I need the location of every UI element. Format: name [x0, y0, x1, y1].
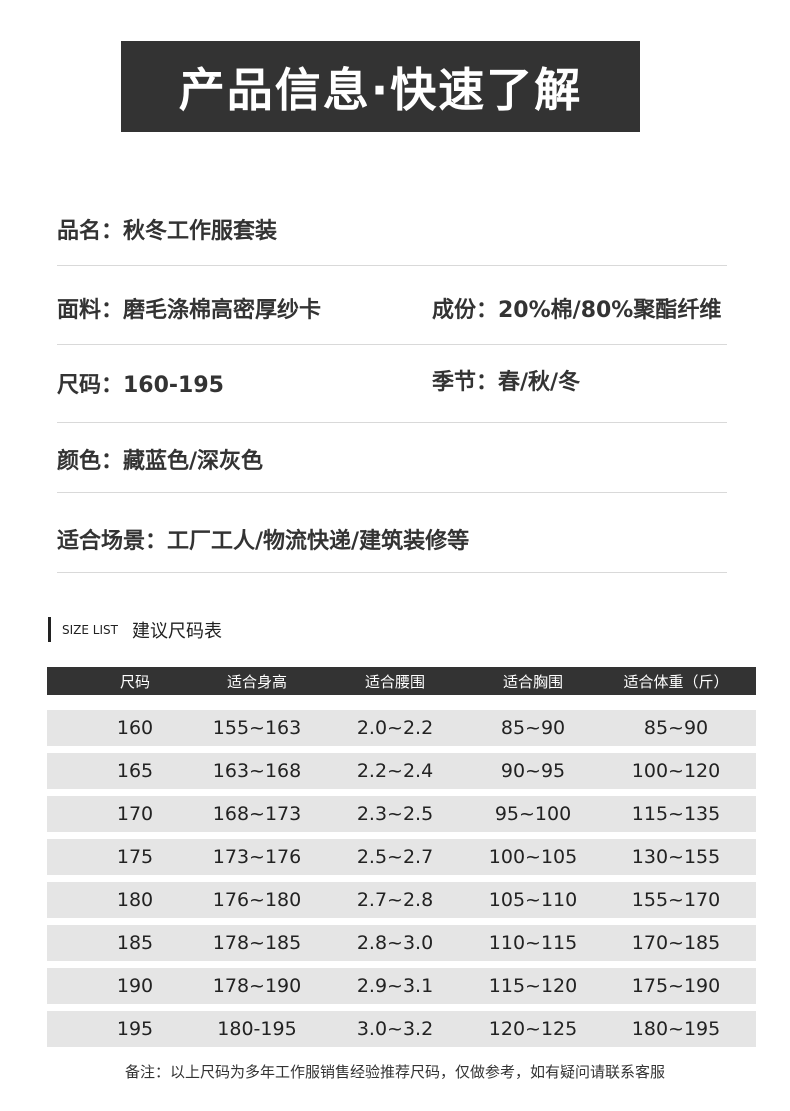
table-cell: 190: [116, 975, 154, 997]
table-cell: 120~125: [488, 1018, 578, 1040]
composition: 成份：20%棉/80%聚酯纤维: [432, 298, 722, 323]
table-cell: 180: [116, 889, 154, 911]
heading-cn: 建议尺码表: [131, 620, 222, 642]
fabric: 面料：磨毛涤棉高密厚纱卡: [57, 298, 322, 323]
table-cell: 2.5~2.7: [356, 846, 434, 868]
table-cell: 100~105: [488, 846, 578, 868]
table-cell: 2.8~3.0: [356, 932, 434, 954]
table-row: 170 168~173 2.3~2.5 95~100 115~135: [47, 796, 756, 832]
table-cell: 100~120: [631, 760, 721, 782]
info-row-name: 品名：秋冬工作服套装: [57, 200, 727, 266]
usage: 适合场景：工厂工人/物流快递/建筑装修等: [57, 529, 470, 554]
heading-bar: [48, 617, 51, 642]
table-cell: 155~170: [631, 889, 721, 911]
table-cell: 130~155: [631, 846, 721, 868]
product-name: 品名：秋冬工作服套装: [57, 219, 278, 244]
table-cell: 185: [116, 932, 154, 954]
column-header: 适合胸围: [502, 672, 563, 691]
table-row: 195 180-195 3.0~3.2 120~125 180~195: [47, 1011, 756, 1047]
banner: 产品信息·快速了解: [121, 41, 640, 132]
table-cell: 2.0~2.2: [356, 717, 434, 739]
table-cell: 115~135: [631, 803, 721, 825]
table-cell: 180~195: [631, 1018, 721, 1040]
table-row: 180 176~180 2.7~2.8 105~110 155~170: [47, 882, 756, 918]
info-row-usage: 适合场景：工厂工人/物流快递/建筑装修等: [57, 493, 727, 573]
table-cell: 165: [116, 760, 154, 782]
table-row: 190 178~190 2.9~3.1 115~120 175~190: [47, 968, 756, 1004]
table-header: 尺码 适合身高 适合腰围 适合胸围 适合体重（斤）: [47, 667, 756, 695]
table-cell: 178~190: [212, 975, 302, 997]
table-cell: 175~190: [631, 975, 721, 997]
table-cell: 170: [116, 803, 154, 825]
column-header: 适合腰围: [364, 672, 425, 691]
table-cell: 2.7~2.8: [356, 889, 434, 911]
table-cell: 176~180: [212, 889, 302, 911]
note: 备注：以上尺码为多年工作服销售经验推荐尺码，仅做参考，如有疑问请联系客服: [124, 1063, 665, 1081]
table-cell: 170~185: [631, 932, 721, 954]
info-row-color: 颜色：藏蓝色/深灰色: [57, 423, 727, 493]
table-cell: 2.3~2.5: [356, 803, 434, 825]
table-cell: 2.2~2.4: [356, 760, 434, 782]
table-cell: 178~185: [212, 932, 302, 954]
info-row-size: 尺码：160-195 季节：春/秋/冬: [57, 345, 727, 423]
table-row: 185 178~185 2.8~3.0 110~115 170~185: [47, 925, 756, 961]
table-cell: 168~173: [212, 803, 302, 825]
table-row: 160 155~163 2.0~2.2 85~90 85~90: [47, 710, 756, 746]
table-cell: 110~115: [488, 932, 578, 954]
column-header: 适合身高: [226, 672, 287, 691]
table-cell: 155~163: [212, 717, 302, 739]
column-header: 尺码: [119, 672, 150, 691]
heading-en: SIZE LIST: [62, 622, 118, 637]
color: 颜色：藏蓝色/深灰色: [57, 449, 264, 474]
table-cell: 3.0~3.2: [356, 1018, 434, 1040]
column-header: 适合体重（斤）: [623, 672, 729, 691]
size-range: 尺码：160-195: [57, 373, 224, 398]
table-cell: 175: [116, 846, 154, 868]
table-cell: 105~110: [488, 889, 578, 911]
table-row: 175 173~176 2.5~2.7 100~105 130~155: [47, 839, 756, 875]
table-cell: 173~176: [212, 846, 302, 868]
banner-title: 产品信息·快速了解: [178, 62, 583, 117]
table-cell: 180-195: [217, 1018, 297, 1040]
table-cell: 95~100: [494, 803, 572, 825]
table-cell: 195: [116, 1018, 154, 1040]
table-cell: 90~95: [500, 760, 566, 782]
season: 季节：春/秋/冬: [432, 370, 581, 395]
table-cell: 115~120: [488, 975, 578, 997]
size-list-heading: SIZE LIST 建议尺码表: [48, 617, 222, 642]
table-cell: 160: [116, 717, 154, 739]
table-cell: 2.9~3.1: [356, 975, 434, 997]
table-cell: 85~90: [643, 717, 709, 739]
table-row: 165 163~168 2.2~2.4 90~95 100~120: [47, 753, 756, 789]
table-cell: 85~90: [500, 717, 566, 739]
table-cell: 163~168: [212, 760, 302, 782]
info-row-fabric: 面料：磨毛涤棉高密厚纱卡 成份：20%棉/80%聚酯纤维: [57, 266, 727, 345]
